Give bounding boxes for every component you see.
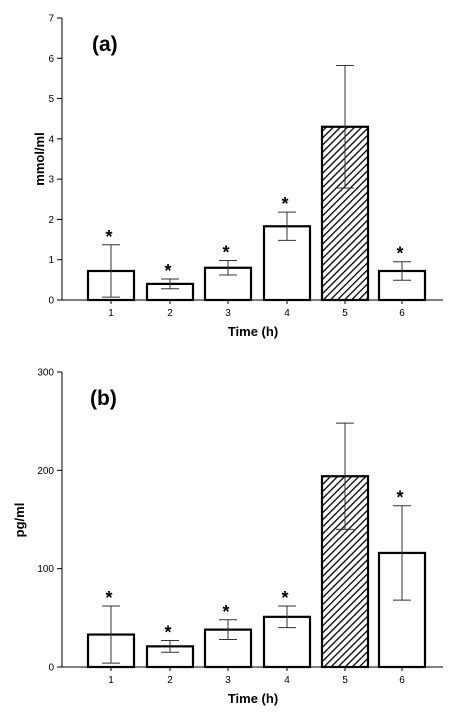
panel-a-x-tick-label: 5: [342, 308, 348, 319]
panel-b-label: (b): [90, 387, 117, 410]
panel-b-bar-4: [262, 615, 312, 669]
panel-a-x-tick-label: 4: [284, 308, 290, 319]
panel-a-y-tick-label: 3: [48, 175, 54, 186]
panel-b-significance-marker: *: [396, 488, 403, 508]
panel-a-y-tick-label: 1: [48, 255, 54, 266]
panel-a-x-tick-label: 2: [167, 308, 173, 319]
panel-b-error-bar-2: [161, 639, 179, 653]
panel-b-y-tick-label: 300: [37, 368, 54, 379]
panel-a-label: (a): [92, 33, 118, 56]
chart-panel-a: (a) mmol/ml Time (h) 0 1 2 3 4 5 6 7 1 2 3 4 5 6 * * *…: [32, 14, 443, 339]
panel-a-y-tick-label: 4: [48, 134, 54, 145]
panel-a-x-tick-label: 6: [399, 308, 405, 319]
panel-a-error-bar-6: [393, 261, 411, 281]
panel-a-significance-marker: *: [396, 244, 403, 264]
panel-a-y-tick-label: 0: [48, 296, 54, 307]
panel-b-x-tick-label: 2: [167, 675, 173, 686]
panel-a-y-axis-label: mmol/ml: [32, 132, 47, 185]
panel-a-significance-marker: *: [164, 261, 171, 281]
panel-a-error-bar-5: [336, 65, 354, 189]
panel-a-significance-marker: *: [105, 227, 112, 247]
panel-b-x-tick-label: 6: [399, 675, 405, 686]
panel-b-x-tick-label: 3: [225, 675, 231, 686]
panel-b-significance-marker: *: [164, 622, 171, 642]
panel-a-significance-marker: *: [222, 243, 229, 263]
panel-a-y-tick-label: 5: [48, 94, 54, 105]
panel-b-x-axis-label: Time (h): [228, 691, 278, 706]
panel-b-y-tick-label: 200: [37, 466, 54, 477]
panel-a-x-axis-label: Time (h): [228, 324, 278, 339]
chart-panel-b: (b) pg/ml Time (h) 0 100 200 300 1 2 3 4 5 6 * * *…: [12, 368, 443, 706]
panel-a-x-tick-label: 3: [225, 308, 231, 319]
panel-a-significance-marker: *: [281, 194, 288, 214]
panel-b-error-bar-6: [393, 505, 411, 601]
panel-b-error-bar-1: [102, 605, 120, 664]
panel-b-significance-marker: *: [222, 602, 229, 622]
panel-a-error-bar-1: [102, 244, 120, 298]
panel-a-x-tick-label: 1: [108, 308, 114, 319]
panel-b-y-tick-label: 0: [48, 663, 54, 674]
panel-b-x-tick-label: 5: [342, 675, 348, 686]
panel-b-significance-marker: *: [105, 588, 112, 608]
panel-b-x-tick-label: 1: [108, 675, 114, 686]
panel-b-bar-3: [203, 628, 253, 669]
panel-b-y-axis-label: pg/ml: [12, 503, 27, 538]
panel-b-bar-5: [320, 475, 370, 669]
panel-b-y-tick-label: 100: [37, 564, 54, 575]
panel-a-y-tick-label: 2: [48, 215, 54, 226]
panel-a-error-bar-3: [219, 260, 237, 276]
panel-a-error-bar-2: [161, 278, 179, 290]
panel-b-error-bar-5: [336, 422, 354, 530]
panel-b-significance-marker: *: [281, 588, 288, 608]
panel-a-y-tick-label: 6: [48, 54, 54, 65]
panel-b-error-bar-4: [278, 605, 296, 629]
panel-b-error-bar-3: [219, 619, 237, 640]
panel-a-error-bar-4: [278, 211, 296, 241]
panel-a-y-tick-label: 7: [48, 14, 54, 25]
panel-b-x-tick-label: 4: [284, 675, 290, 686]
